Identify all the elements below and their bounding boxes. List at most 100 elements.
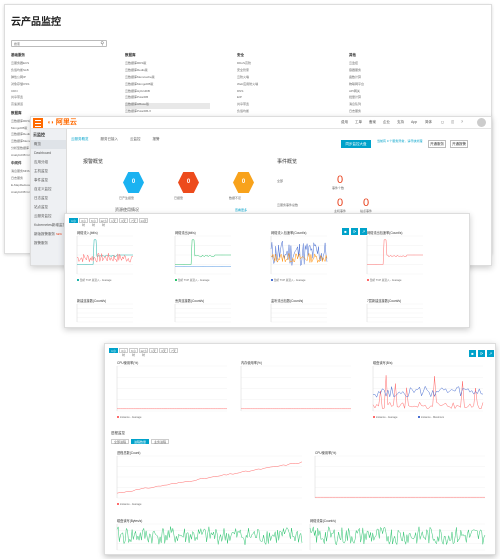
chart-type-icon[interactable]: ■ — [469, 350, 476, 357]
process-tab[interactable]: 进程数量 — [131, 439, 149, 444]
catalog-item[interactable]: 批量计算 — [349, 95, 362, 100]
catalog-item[interactable]: 日志服务 — [11, 176, 24, 181]
catalog-item[interactable]: 物联网平台 — [349, 81, 365, 86]
catalog-item[interactable]: 负载均衡 — [237, 109, 250, 114]
top-nav-item[interactable]: App — [411, 120, 418, 124]
menu-icon[interactable] — [33, 118, 43, 128]
catalog-item[interactable]: 云防火墙 — [237, 74, 250, 79]
time-range-tab[interactable]: 14天 — [139, 218, 148, 223]
catalog-item[interactable]: 云数据库Redis版 — [125, 67, 148, 72]
overview-tab[interactable]: 服务已接入 — [100, 137, 119, 141]
sidebar-item[interactable]: 事件监控 — [31, 176, 66, 185]
catalog-item[interactable]: 云数据库Memcache版 — [125, 74, 155, 79]
alarm-status-hexagon[interactable]: 0 — [123, 172, 144, 193]
sidebar-item[interactable]: 自定义监控 — [31, 185, 66, 194]
catalog-item[interactable]: 云数据库RDS版 — [11, 118, 33, 123]
catalog-item[interactable]: 消息队列 — [349, 102, 362, 107]
catalog-item[interactable]: 云数据库MongoDB版 — [125, 81, 154, 86]
sidebar-item[interactable]: 日志监控 — [31, 194, 66, 203]
sidebar-item[interactable]: 主机监控 — [31, 167, 66, 176]
expand-icon[interactable]: ↗ — [360, 228, 367, 235]
catalog-item[interactable]: 高速通道 — [11, 102, 24, 107]
time-range-tab[interactable]: 1小时 — [69, 218, 78, 227]
catalog-item[interactable]: 容器服务 — [349, 67, 362, 72]
sidebar-item[interactable]: 云服务监控 — [31, 212, 66, 221]
catalog-item[interactable]: Web应用防火墙 — [237, 81, 259, 86]
expand-icon[interactable]: ↗ — [487, 350, 494, 357]
sidebar-item[interactable]: 应用分组 — [31, 158, 66, 167]
cart-icon[interactable]: ◫ — [451, 120, 455, 124]
catalog-item[interactable]: E-MapReduce — [11, 183, 31, 188]
catalog-item[interactable]: CDN — [11, 88, 18, 93]
catalog-item[interactable]: 分析型数据库 — [11, 146, 30, 151]
top-nav-item[interactable]: 备案 — [369, 120, 376, 124]
catalog-item[interactable]: 负载均衡SLB — [11, 67, 29, 72]
sidebar-item[interactable]: 站点监控 — [31, 203, 66, 212]
catalog-item[interactable]: AnalyticDB for PostgreSQL — [11, 153, 47, 158]
time-range-tab[interactable]: 3小时 — [119, 348, 128, 357]
catalog-item[interactable]: AnalyticDB for PostgreSQL — [11, 190, 47, 195]
time-range-tab[interactable]: 3天 — [119, 218, 128, 223]
catalog-item[interactable]: DDoS高防 — [237, 61, 252, 65]
refresh-icon[interactable]: ⟳ — [351, 228, 358, 235]
time-range-tab[interactable]: 1天 — [109, 218, 118, 223]
sync-dashboard-button[interactable]: 同步监控大盘 — [341, 140, 371, 148]
search-input[interactable]: 搜索 ⚲ — [11, 40, 107, 47]
time-range-tab[interactable]: 6小时 — [89, 218, 98, 227]
catalog-item[interactable]: 云服务器ECS — [11, 61, 30, 65]
search-icon[interactable]: ⚲ — [100, 41, 104, 47]
catalog-item[interactable]: 云数据库Memcache版 — [11, 139, 41, 144]
view-more-link[interactable]: 查看更多 — [235, 208, 248, 212]
time-range-tab[interactable]: 12小时 — [139, 348, 148, 357]
sidebar-item[interactable]: 新版报警服务NEW — [31, 230, 66, 239]
catalog-item[interactable]: 云数据库Redis版 — [11, 132, 34, 137]
alarm-status-hexagon[interactable]: 0 — [178, 172, 199, 193]
time-range-tab[interactable]: 1小时 — [109, 348, 118, 357]
catalog-item[interactable]: 云数据库PolarDB-X — [125, 109, 152, 114]
process-tab[interactable]: 全部进程 — [111, 439, 129, 444]
top-nav-item[interactable]: 费用 — [341, 120, 348, 124]
catalog-item[interactable]: 共享带宽 — [11, 95, 24, 100]
time-range-tab[interactable]: 1天 — [149, 348, 158, 353]
catalog-item[interactable]: 共享带宽 — [237, 102, 250, 107]
overview-tab[interactable]: 云服务概览 — [71, 137, 89, 141]
brand-logo[interactable]: ◖◗ 阿里云 — [47, 119, 77, 126]
open-alarm-button[interactable]: 开通报警 — [450, 140, 468, 148]
catalog-item[interactable]: 云监控 — [349, 61, 359, 65]
top-nav-item[interactable]: 简体 — [425, 120, 432, 124]
refresh-icon[interactable]: ⟳ — [478, 350, 485, 357]
process-tab[interactable]: 业务进程 — [151, 439, 169, 444]
catalog-item[interactable]: EIP — [237, 95, 242, 100]
time-range-tab[interactable]: 6小时 — [129, 348, 138, 357]
sidebar-item[interactable]: 概览 — [31, 140, 66, 149]
catalog-item[interactable]: MongoDB版 — [11, 125, 28, 130]
catalog-item[interactable]: 函数计算 — [349, 74, 362, 79]
top-nav-item[interactable]: 工单 — [355, 120, 362, 124]
overview-tab[interactable]: 报警 — [152, 137, 160, 141]
time-range-tab[interactable]: 7天 — [129, 218, 138, 223]
catalog-item[interactable]: 云数据库PolarDB — [125, 95, 149, 100]
time-range-tab[interactable]: 7天 — [169, 348, 178, 353]
chart-type-icon[interactable]: ■ — [342, 228, 349, 235]
catalog-item[interactable]: 云数据库RDS版 — [125, 61, 147, 65]
catalog-item[interactable]: API网关 — [349, 88, 360, 93]
catalog-item[interactable]: 日志服务 — [349, 109, 362, 114]
overview-tab[interactable]: 云监控 — [130, 137, 141, 141]
bell-icon[interactable]: ◻ — [441, 120, 444, 124]
top-nav-item[interactable]: 企业 — [383, 120, 390, 124]
catalog-item[interactable]: 弹性公网IP — [11, 74, 26, 79]
catalog-item[interactable]: 安全管家 — [237, 67, 250, 72]
catalog-item[interactable]: 对象存储OSS — [11, 81, 30, 86]
catalog-item[interactable]: DNS — [237, 88, 244, 93]
alarm-status-hexagon[interactable]: 0 — [233, 172, 254, 193]
help-icon[interactable]: ? — [461, 120, 463, 124]
sidebar-item[interactable]: Kubernetes新增监控 — [31, 221, 66, 230]
sidebar-item[interactable]: Dashboard — [31, 149, 66, 158]
avatar[interactable] — [477, 118, 486, 127]
time-range-tab[interactable]: 3天 — [159, 348, 168, 353]
time-range-tab[interactable]: 3小时 — [79, 218, 88, 227]
top-nav-item[interactable]: 支持 — [397, 120, 404, 124]
catalog-item[interactable]: 云数据库HBase版 — [125, 102, 150, 107]
open-service-button[interactable]: 开通服务 — [428, 140, 446, 148]
time-range-tab[interactable]: 12小时 — [99, 218, 108, 227]
